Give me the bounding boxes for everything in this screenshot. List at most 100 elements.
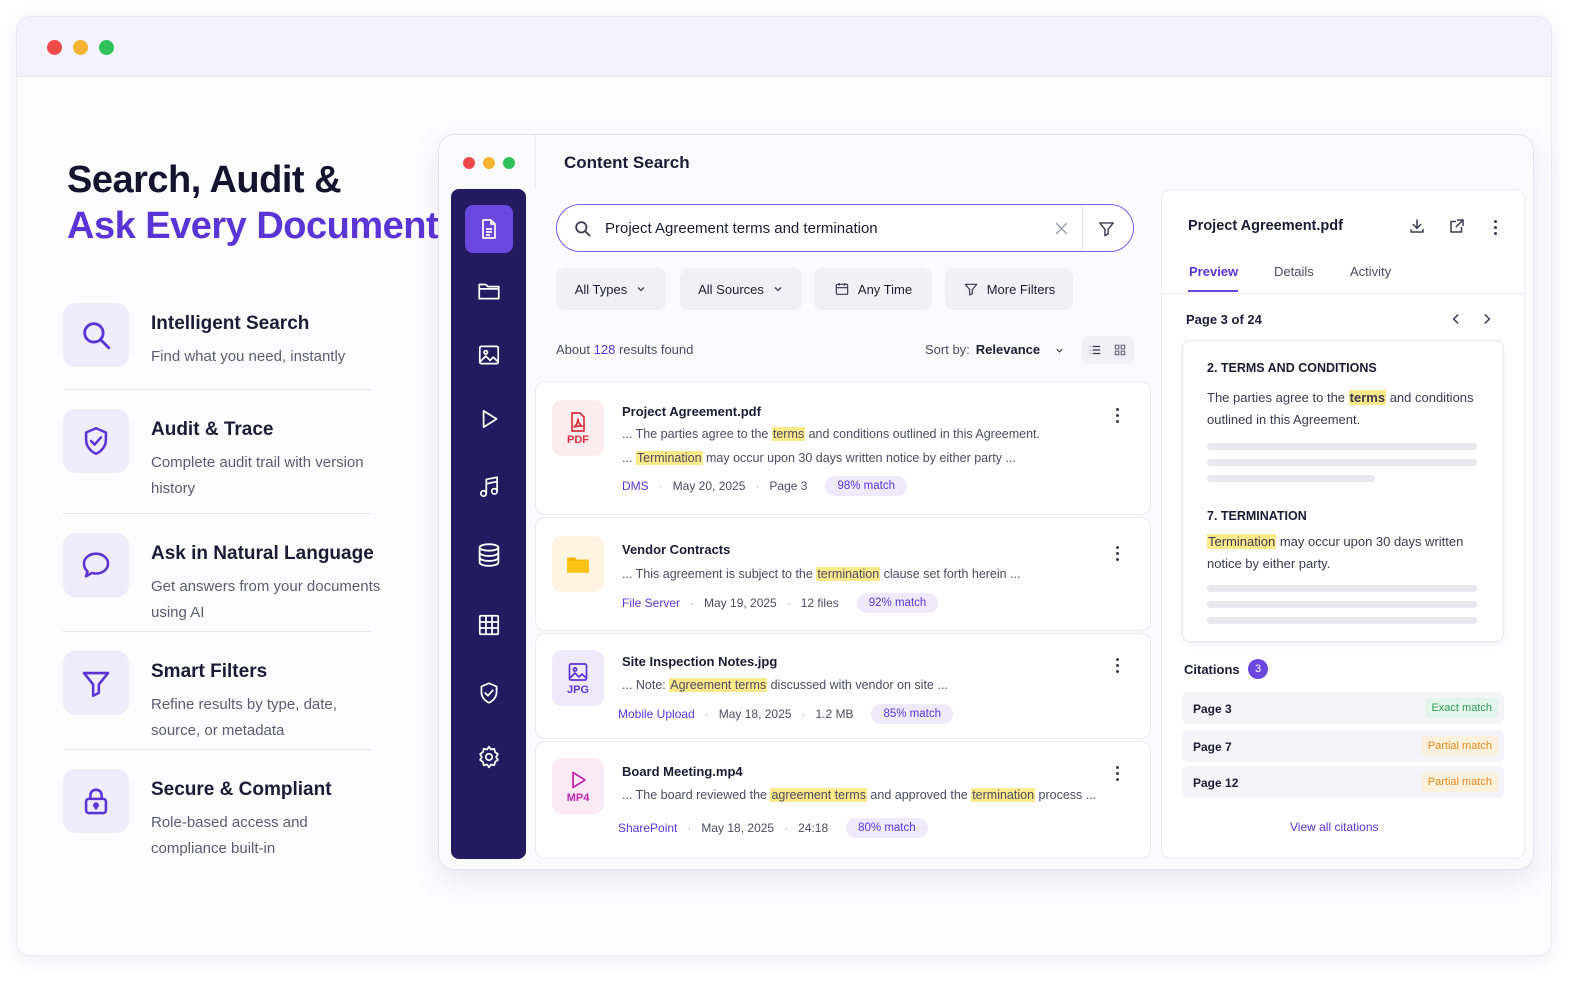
result-card[interactable]: Vendor Contracts ... This agreement is s… [535, 517, 1151, 631]
grid-view-icon[interactable] [1113, 343, 1127, 357]
citation-item[interactable]: Page 7 Partial match [1182, 730, 1504, 762]
filter-any-time[interactable]: Any Time [814, 268, 932, 310]
sort-label: Sort by: [925, 342, 970, 357]
result-card[interactable]: PDF Project Agreement.pdf ... The partie… [535, 381, 1151, 515]
result-extra: Page 3 [769, 479, 808, 493]
tab-activity[interactable]: Activity [1350, 264, 1392, 279]
more-options-icon[interactable] [1114, 546, 1120, 561]
section-heading: 2. TERMS AND CONDITIONS [1207, 361, 1377, 375]
divider [63, 631, 371, 632]
result-snippet: ... This agreement is subject to the ter… [622, 567, 1021, 581]
text-placeholder [1207, 601, 1477, 608]
sidebar-item-tables[interactable] [465, 601, 513, 649]
sidebar-item-audit[interactable] [465, 669, 513, 717]
sidebar-item-videos[interactable] [465, 395, 513, 443]
result-date: May 20, 2025 [672, 479, 746, 493]
feature-desc: Get answers from your documents using AI [151, 578, 381, 621]
match-badge: 85% match [871, 704, 953, 724]
result-card[interactable]: MP4 Board Meeting.mp4 ... The board revi… [535, 741, 1151, 859]
folder-file-icon [552, 536, 604, 592]
list-view-icon[interactable] [1088, 343, 1102, 357]
hero-line-2: Ask Every Document [67, 205, 439, 247]
citations-count-badge: 3 [1248, 659, 1268, 679]
citation-item[interactable]: Page 12 Partial match [1182, 766, 1504, 798]
filter-all-sources[interactable]: All Sources [680, 268, 802, 310]
content-search-app: Content Search Project Agreement terms a… [438, 134, 1534, 870]
result-card[interactable]: JPG Site Inspection Notes.jpg ... Note: … [535, 633, 1151, 739]
result-meta: Mobile Upload · May 18, 2025 · 1.2 MB 85% mat… [618, 704, 953, 724]
feature-desc: Refine results by type, date, source, or… [151, 696, 337, 739]
citation-item[interactable]: Page 3 Exact match [1182, 692, 1504, 724]
document-preview: 2. TERMS AND CONDITIONS The parties agre… [1182, 340, 1504, 642]
results-prefix: About [556, 342, 590, 357]
citation-page: Page 7 [1193, 740, 1232, 754]
sidebar-item-audio[interactable] [465, 463, 513, 511]
result-title[interactable]: Site Inspection Notes.jpg [622, 654, 778, 669]
page-indicator: Page 3 of 24 [1186, 312, 1262, 327]
tab-preview[interactable]: Preview [1189, 264, 1239, 279]
sidebar-item-images[interactable] [465, 331, 513, 379]
search-icon [63, 303, 129, 367]
divider [63, 749, 371, 750]
app-close-dot[interactable] [463, 157, 475, 169]
download-icon[interactable] [1408, 217, 1426, 235]
sidebar [451, 189, 526, 859]
text-placeholder [1207, 617, 1477, 624]
filter-all-types[interactable]: All Types [556, 268, 666, 310]
file-type-label: PDF [567, 434, 589, 446]
results-count: About 128 results found [556, 342, 693, 357]
feature-desc: Complete audit trail with version histor… [151, 454, 364, 497]
citation-status: Partial match [1421, 736, 1498, 756]
folder-icon [478, 283, 500, 300]
view-all-citations-link[interactable]: View all citations [1290, 820, 1379, 834]
text-placeholder [1207, 459, 1477, 466]
result-source[interactable]: File Server [622, 596, 681, 610]
result-date: May 18, 2025 [718, 707, 792, 721]
result-source[interactable]: SharePoint [618, 821, 678, 835]
file-type-label: JPG [566, 684, 589, 696]
more-options-icon[interactable] [1114, 658, 1120, 673]
gear-icon [479, 745, 499, 769]
result-source[interactable]: Mobile Upload [618, 707, 695, 721]
sidebar-item-folders[interactable] [465, 267, 513, 315]
divider [63, 389, 371, 390]
app-minimize-dot[interactable] [483, 157, 495, 169]
result-source[interactable]: DMS [622, 479, 649, 493]
clear-search-icon[interactable] [1054, 221, 1069, 236]
result-extra: 12 files [800, 596, 839, 610]
result-title[interactable]: Project Agreement.pdf [622, 404, 761, 419]
calendar-icon [835, 283, 849, 295]
chevron-down-icon [637, 287, 645, 292]
more-options-icon[interactable] [1492, 220, 1498, 235]
open-external-icon[interactable] [1448, 217, 1466, 235]
results-number: 128 [593, 342, 616, 357]
sort-dropdown[interactable]: Sort by: Relevance [925, 342, 1065, 357]
chevron-right-icon[interactable] [1480, 312, 1494, 326]
pdf-file-icon: PDF [552, 400, 604, 456]
more-options-icon[interactable] [1114, 766, 1120, 781]
sidebar-item-documents[interactable] [465, 205, 513, 253]
chevron-left-icon[interactable] [1449, 312, 1463, 326]
filter-more-filters[interactable]: More Filters [945, 268, 1073, 310]
minimize-window-dot[interactable] [73, 40, 88, 55]
shield-icon [480, 682, 498, 704]
citation-page: Page 12 [1193, 776, 1239, 790]
filter-icon[interactable] [1097, 219, 1116, 238]
result-title[interactable]: Board Meeting.mp4 [622, 764, 743, 779]
more-options-icon[interactable] [1114, 408, 1120, 423]
chevron-down-icon [1056, 348, 1063, 353]
tabs-divider [1162, 293, 1524, 294]
result-title[interactable]: Vendor Contracts [622, 542, 731, 557]
filter-label: All Sources [698, 281, 764, 297]
tab-details[interactable]: Details [1274, 264, 1314, 279]
maximize-window-dot[interactable] [99, 40, 114, 55]
search-input[interactable]: Project Agreement terms and termination [605, 220, 878, 237]
shield-check-icon [63, 409, 129, 473]
sidebar-item-database[interactable] [465, 531, 513, 579]
app-maximize-dot[interactable] [503, 157, 515, 169]
search-bar[interactable]: Project Agreement terms and termination [556, 204, 1134, 252]
window-titlebar [17, 17, 1551, 77]
sidebar-item-settings[interactable] [465, 733, 513, 781]
result-date: May 18, 2025 [701, 821, 775, 835]
close-window-dot[interactable] [47, 40, 62, 55]
